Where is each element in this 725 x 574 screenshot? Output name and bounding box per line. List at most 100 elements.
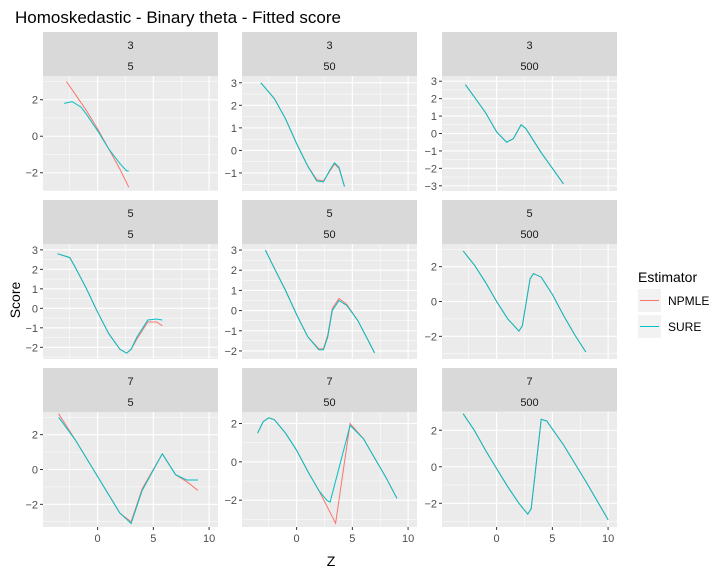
y-tick-label: 0 — [431, 129, 437, 141]
y-tick-label: −1 — [25, 323, 38, 335]
series-line-sure — [257, 417, 398, 503]
strip-label-row: 7 — [326, 376, 332, 388]
facet-strip — [442, 32, 617, 76]
strip-label-row: 7 — [127, 376, 133, 388]
y-tick-label: 0 — [231, 457, 237, 469]
y-tick-label: 0 — [231, 145, 237, 157]
x-tick-label: 10 — [602, 533, 614, 545]
strip-label-col: 500 — [520, 397, 538, 409]
x-tick-label: 10 — [402, 533, 414, 545]
strip-label-col: 5 — [127, 397, 133, 409]
facet-panel: 3 500 −3 −2 −1 0 1 2 3 — [424, 32, 617, 193]
y-tick-label: 3 — [231, 78, 237, 90]
x-tick-label: 5 — [549, 533, 555, 545]
y-tick-label: −2 — [424, 498, 437, 510]
y-tick-label: 3 — [32, 245, 38, 257]
y-tick-label: 1 — [431, 111, 437, 123]
facet-panel: 7 50 −2 0 2 0 5 10 — [224, 368, 417, 545]
y-axis-label: Score — [7, 282, 23, 319]
y-tick-label: 0 — [431, 462, 437, 474]
x-axis-label: Z — [327, 553, 336, 569]
strip-label-col: 5 — [127, 229, 133, 241]
strip-label-row: 5 — [127, 208, 133, 220]
y-tick-label: −2 — [25, 342, 38, 354]
series-line-sure — [462, 250, 587, 353]
y-tick-label: 1 — [32, 284, 38, 296]
y-tick-label: 2 — [32, 264, 38, 276]
y-tick-label: 0 — [32, 131, 38, 143]
facet-strip — [242, 368, 417, 412]
strip-label-col: 50 — [323, 61, 335, 73]
y-tick-label: 1 — [231, 285, 237, 297]
y-tick-label: 2 — [431, 262, 437, 274]
strip-label-row: 7 — [526, 376, 532, 388]
y-tick-label: −2 — [224, 346, 237, 358]
series-line-sure — [264, 249, 376, 354]
facet-strip — [442, 368, 617, 412]
facet-panel: 5 5 −2 −1 0 1 2 3 — [25, 200, 218, 359]
y-tick-label: −1 — [224, 168, 237, 180]
facet-panel: 7 500 −2 0 2 0 5 10 — [424, 368, 617, 545]
strip-label-col: 500 — [520, 61, 538, 73]
series-line-sure — [58, 416, 198, 525]
facet-panel: 5 500 −2 0 2 — [424, 200, 617, 359]
panel-background — [43, 76, 218, 191]
legend: Estimator NPMLE SURE — [638, 269, 709, 338]
facet-panel: 3 50 −1 0 1 2 3 — [224, 32, 417, 191]
y-tick-label: −2 — [25, 499, 38, 511]
x-tick-label: 0 — [294, 533, 300, 545]
y-tick-label: −1 — [224, 326, 237, 338]
y-tick-label: 3 — [431, 76, 437, 88]
strip-label-row: 5 — [526, 208, 532, 220]
y-tick-label: 2 — [431, 425, 437, 437]
facet-panels: 35−202350−101233500−3−2−1012355−2−101235… — [25, 32, 617, 545]
y-tick-label: −2 — [424, 331, 437, 343]
legend-label-sure: SURE — [668, 320, 701, 334]
y-tick-label: 0 — [431, 297, 437, 309]
facet-panel: 3 5 −2 0 2 — [25, 32, 218, 192]
panel-background — [442, 412, 617, 527]
strip-label-col: 50 — [323, 397, 335, 409]
facet-panel: 5 50 −2 −1 0 1 2 3 — [224, 200, 417, 359]
chart-title: Homoskedastic - Binary theta - Fitted sc… — [15, 8, 341, 27]
facet-strip — [242, 32, 417, 76]
y-tick-label: 0 — [32, 303, 38, 315]
y-tick-label: 3 — [231, 245, 237, 257]
series-line-sure — [64, 101, 129, 172]
y-tick-label: −2 — [25, 168, 38, 180]
y-tick-label: −2 — [224, 495, 237, 507]
x-tick-label: 5 — [349, 533, 355, 545]
series-line-npmle — [65, 81, 130, 188]
strip-label-col: 500 — [520, 229, 538, 241]
strip-label-col: 50 — [323, 229, 335, 241]
y-tick-label: 0 — [32, 465, 38, 477]
strip-label-col: 5 — [127, 61, 133, 73]
series-line-sure — [260, 82, 345, 187]
series-line-sure — [57, 253, 163, 354]
facet-panel: 7 5 −2 0 2 0 5 10 — [25, 368, 218, 545]
facet-strip — [442, 200, 617, 244]
legend-title: Estimator — [638, 269, 697, 285]
y-tick-label: 1 — [231, 123, 237, 135]
x-tick-label: 0 — [95, 533, 101, 545]
facet-strip — [43, 200, 218, 244]
y-tick-label: 2 — [231, 419, 237, 431]
y-tick-label: 2 — [32, 95, 38, 107]
panel-background — [242, 412, 417, 527]
facet-strip — [242, 200, 417, 244]
x-tick-label: 5 — [150, 533, 156, 545]
y-tick-label: 2 — [231, 265, 237, 277]
panel-background — [43, 244, 218, 359]
strip-label-row: 3 — [127, 40, 133, 52]
y-tick-label: 2 — [32, 430, 38, 442]
y-tick-label: 0 — [231, 306, 237, 318]
strip-label-row: 5 — [326, 208, 332, 220]
panel-background — [242, 244, 417, 359]
facet-strip — [43, 368, 218, 412]
x-tick-label: 10 — [203, 533, 215, 545]
strip-label-row: 3 — [326, 40, 332, 52]
y-tick-label: 2 — [431, 94, 437, 106]
panel-background — [242, 76, 417, 191]
y-tick-label: 2 — [231, 100, 237, 112]
